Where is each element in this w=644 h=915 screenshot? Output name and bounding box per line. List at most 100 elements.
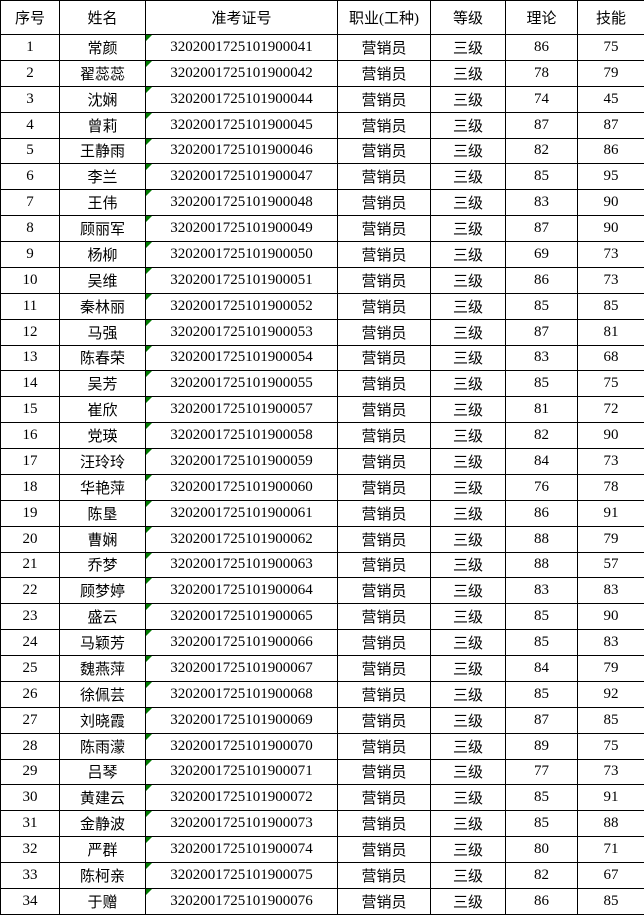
theory-score-cell: 76 <box>505 473 578 501</box>
text-format-marker-icon <box>146 345 152 352</box>
name-cell: 杨柳 <box>59 241 146 268</box>
skill-score-cell: 45 <box>577 85 644 113</box>
occupation-cell: 营销员 <box>337 551 431 579</box>
text-format-marker-icon <box>146 268 152 274</box>
theory-score-cell: 86 <box>505 266 578 294</box>
table-row: 32 严群 3202001725101900074 营销员 三级 80 71 <box>0 836 644 863</box>
skill-score-cell: 78 <box>577 473 644 501</box>
theory-score-cell: 85 <box>505 810 578 838</box>
skill-score-cell: 92 <box>577 680 644 708</box>
admission-no-cell: 3202001725101900052 <box>145 292 338 320</box>
seq-cell: 13 <box>0 344 60 372</box>
admission-no-text: 3202001725101900054 <box>170 349 313 366</box>
table-row: 14 吴芳 3202001725101900055 营销员 三级 85 75 <box>0 370 644 398</box>
level-cell: 三级 <box>430 862 506 889</box>
text-format-marker-icon <box>146 138 152 145</box>
col-header-occupation: 职业(工种) <box>337 0 431 35</box>
seq-cell: 7 <box>0 189 60 217</box>
level-cell: 三级 <box>430 758 506 786</box>
level-cell: 三级 <box>430 111 506 139</box>
level-cell: 三级 <box>430 629 506 656</box>
theory-score-cell: 87 <box>505 111 578 139</box>
seq-cell: 14 <box>0 370 60 398</box>
name-cell: 陈雨濛 <box>59 732 146 760</box>
skill-score-cell: 73 <box>577 758 644 786</box>
name-cell: 黄建云 <box>59 784 146 812</box>
admission-no-cell: 3202001725101900072 <box>145 784 338 812</box>
name-cell: 崔欣 <box>59 396 146 424</box>
admission-no-text: 3202001725101900067 <box>170 659 313 676</box>
theory-score-cell: 89 <box>505 732 578 760</box>
theory-score-cell: 74 <box>505 85 578 113</box>
admission-no-text: 3202001725101900066 <box>170 634 313 651</box>
admission-no-text: 3202001725101900053 <box>170 323 313 340</box>
level-cell: 三级 <box>430 396 506 424</box>
text-format-marker-icon <box>146 604 152 611</box>
theory-score-cell: 82 <box>505 137 578 165</box>
text-format-marker-icon <box>146 811 152 818</box>
skill-score-cell: 79 <box>577 59 644 87</box>
admission-no-cell: 3202001725101900048 <box>145 189 338 217</box>
skill-score-cell: 75 <box>577 34 644 61</box>
table-row: 5 王静雨 3202001725101900046 营销员 三级 82 86 <box>0 137 644 165</box>
text-format-marker-icon <box>146 785 152 792</box>
text-format-marker-icon <box>146 320 152 326</box>
admission-no-cell: 3202001725101900062 <box>145 525 338 553</box>
text-format-marker-icon <box>146 475 152 481</box>
text-format-marker-icon <box>146 397 152 404</box>
table-header: 序号 姓名 准考证号 职业(工种) 等级 理论 技能 <box>0 0 644 35</box>
seq-cell: 29 <box>0 758 60 786</box>
name-cell: 秦林丽 <box>59 292 146 320</box>
skill-score-cell: 83 <box>577 629 644 656</box>
admission-no-cell: 3202001725101900066 <box>145 629 338 656</box>
theory-score-cell: 88 <box>505 525 578 553</box>
theory-score-cell: 83 <box>505 189 578 217</box>
admission-no-cell: 3202001725101900063 <box>145 551 338 579</box>
level-cell: 三级 <box>430 137 506 165</box>
occupation-cell: 营销员 <box>337 473 431 501</box>
skill-score-cell: 57 <box>577 551 644 579</box>
skill-score-cell: 87 <box>577 111 644 139</box>
seq-cell: 6 <box>0 163 60 191</box>
theory-score-cell: 83 <box>505 344 578 372</box>
table-row: 9 杨柳 3202001725101900050 营销员 三级 69 73 <box>0 241 644 268</box>
admission-no-cell: 3202001725101900051 <box>145 266 338 294</box>
name-cell: 党瑛 <box>59 422 146 449</box>
theory-score-cell: 83 <box>505 577 578 605</box>
theory-score-cell: 86 <box>505 499 578 527</box>
name-cell: 魏燕萍 <box>59 655 146 682</box>
table-row: 28 陈雨濛 3202001725101900070 营销员 三级 89 75 <box>0 732 644 760</box>
skill-score-cell: 71 <box>577 836 644 863</box>
col-header-level: 等级 <box>430 0 506 35</box>
seq-cell: 16 <box>0 422 60 449</box>
name-cell: 常颜 <box>59 34 146 61</box>
table-row: 13 陈春荣 3202001725101900054 营销员 三级 83 68 <box>0 344 644 372</box>
table-row: 29 吕琴 3202001725101900071 营销员 三级 77 73 <box>0 758 644 786</box>
level-cell: 三级 <box>430 189 506 217</box>
seq-cell: 21 <box>0 551 60 579</box>
occupation-cell: 营销员 <box>337 85 431 113</box>
seq-cell: 12 <box>0 318 60 346</box>
admission-no-cell: 3202001725101900058 <box>145 422 338 449</box>
skill-score-cell: 90 <box>577 215 644 242</box>
name-cell: 吴芳 <box>59 370 146 398</box>
text-format-marker-icon <box>146 656 152 662</box>
seq-cell: 30 <box>0 784 60 812</box>
admission-no-text: 3202001725101900070 <box>170 737 313 754</box>
table-row: 3 沈娴 3202001725101900044 营销员 三级 74 45 <box>0 85 644 113</box>
level-cell: 三级 <box>430 525 506 553</box>
admission-no-text: 3202001725101900059 <box>170 452 313 469</box>
seq-cell: 24 <box>0 629 60 656</box>
level-cell: 三级 <box>430 241 506 268</box>
skill-score-cell: 68 <box>577 344 644 372</box>
theory-score-cell: 85 <box>505 163 578 191</box>
admission-no-text: 3202001725101900073 <box>170 815 313 832</box>
admission-no-text: 3202001725101900044 <box>170 90 313 107</box>
occupation-cell: 营销员 <box>337 577 431 605</box>
text-format-marker-icon <box>146 164 152 171</box>
admission-no-cell: 3202001725101900049 <box>145 215 338 242</box>
seq-cell: 4 <box>0 111 60 139</box>
col-header-admission-no: 准考证号 <box>145 0 338 35</box>
seq-cell: 32 <box>0 836 60 863</box>
col-header-name: 姓名 <box>59 0 146 35</box>
